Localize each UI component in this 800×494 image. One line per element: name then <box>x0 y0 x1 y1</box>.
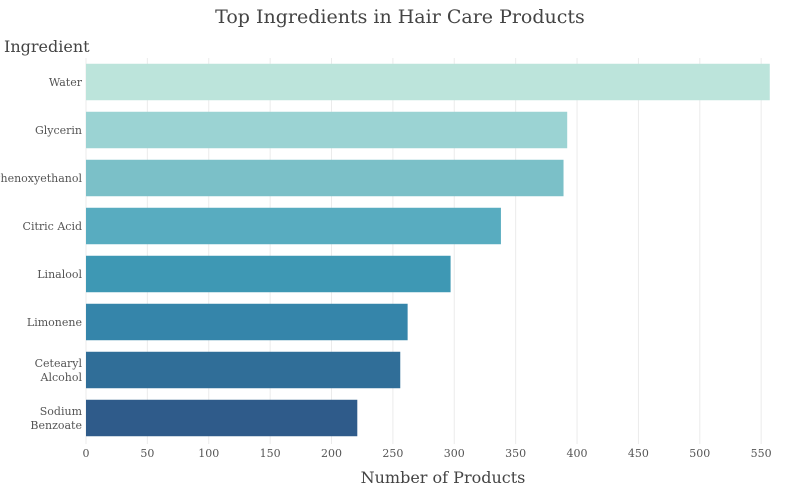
x-tick-label: 400 <box>567 447 588 460</box>
x-tick-label: 550 <box>751 447 772 460</box>
category-label: Glycerin <box>35 124 82 137</box>
x-axis-title: Number of Products <box>361 468 526 487</box>
bars <box>86 63 770 437</box>
bar-glycerin <box>86 111 568 149</box>
x-tick-label: 50 <box>140 447 154 460</box>
category-label: Limonene <box>27 316 82 329</box>
category-label: Phenoxyethanol <box>0 172 82 185</box>
bar-sodium-benzoate <box>86 399 358 437</box>
bar-linalool <box>86 255 451 293</box>
bar-cetearyl-alcohol <box>86 351 401 389</box>
chart-title: Top Ingredients in Hair Care Products <box>215 6 585 28</box>
bar-phenoxyethanol <box>86 159 564 197</box>
category-labels: Water Glycerin Phenoxyethanol Citric Acid Li… <box>0 76 83 432</box>
category-label: Cetearyl Alcohol <box>35 357 83 384</box>
x-tick-labels: 0 50 100 150 200 250 300 350 400 450 500 550 <box>83 447 772 460</box>
category-label: Linalool <box>37 268 82 281</box>
x-tick-label: 200 <box>321 447 342 460</box>
category-label: Citric Acid <box>23 220 82 233</box>
category-label: Sodium Benzoate <box>30 405 82 432</box>
x-tick-label: 450 <box>628 447 649 460</box>
x-tick-label: 100 <box>198 447 219 460</box>
bar-citric-acid <box>86 207 501 245</box>
x-tick-label: 150 <box>260 447 281 460</box>
x-tick-label: 250 <box>382 447 403 460</box>
x-tick-label: 300 <box>444 447 465 460</box>
category-label: Water <box>49 76 83 89</box>
x-tick-label: 0 <box>83 447 90 460</box>
y-axis-title: Ingredient <box>4 37 90 56</box>
x-tick-label: 500 <box>689 447 710 460</box>
bar-water <box>86 63 770 101</box>
x-tick-label: 350 <box>505 447 526 460</box>
bar-limonene <box>86 303 408 341</box>
